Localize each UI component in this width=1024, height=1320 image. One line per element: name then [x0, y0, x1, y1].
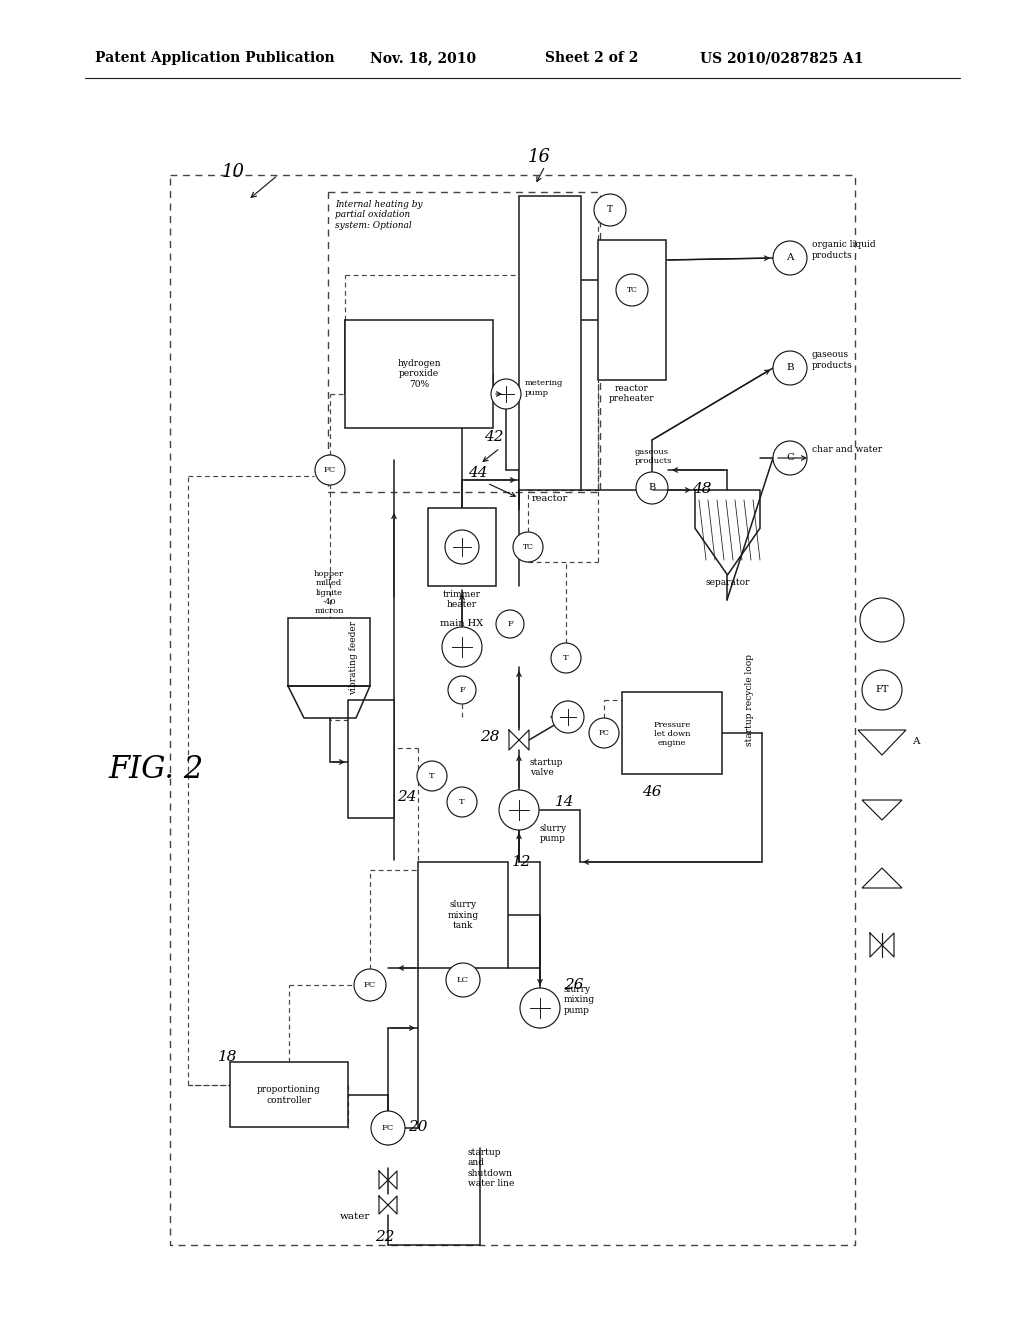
- Text: 24: 24: [397, 789, 417, 804]
- Text: FC: FC: [364, 981, 376, 989]
- Circle shape: [371, 1111, 406, 1144]
- Text: 28: 28: [480, 730, 500, 744]
- Circle shape: [594, 194, 626, 226]
- Text: PC: PC: [599, 729, 609, 737]
- Circle shape: [860, 598, 904, 642]
- Text: B: B: [786, 363, 794, 372]
- Circle shape: [552, 701, 584, 733]
- Bar: [622, 692, 722, 774]
- Bar: [170, 176, 855, 1245]
- Text: F: F: [507, 620, 513, 628]
- Circle shape: [513, 532, 543, 562]
- Text: F: F: [459, 686, 465, 694]
- Text: TC: TC: [522, 543, 534, 550]
- Circle shape: [551, 643, 581, 673]
- Circle shape: [616, 275, 648, 306]
- Text: C: C: [786, 454, 794, 462]
- Bar: [328, 191, 600, 492]
- Circle shape: [446, 964, 480, 997]
- Circle shape: [773, 351, 807, 385]
- Circle shape: [442, 627, 482, 667]
- Circle shape: [773, 242, 807, 275]
- Bar: [598, 240, 666, 380]
- Circle shape: [449, 676, 476, 704]
- Text: T: T: [459, 799, 465, 807]
- Text: 44: 44: [468, 466, 487, 480]
- Text: LC: LC: [457, 975, 469, 983]
- Text: 26: 26: [564, 978, 584, 993]
- Text: Sheet 2 of 2: Sheet 2 of 2: [545, 51, 638, 65]
- Bar: [428, 508, 496, 586]
- Text: Internal heating by
partial oxidation
system: Optional: Internal heating by partial oxidation sy…: [335, 201, 423, 230]
- Bar: [230, 1063, 348, 1127]
- Circle shape: [315, 455, 345, 484]
- Text: 12: 12: [512, 855, 531, 869]
- Text: hopper
milled
lignite
-40
micron: hopper milled lignite -40 micron: [314, 570, 344, 615]
- Text: reactor
preheater: reactor preheater: [609, 384, 654, 404]
- Text: US 2010/0287825 A1: US 2010/0287825 A1: [700, 51, 863, 65]
- Text: A: A: [786, 253, 794, 263]
- Text: separator: separator: [706, 578, 751, 587]
- Text: startup
valve: startup valve: [530, 758, 563, 777]
- Text: Patent Application Publication: Patent Application Publication: [95, 51, 335, 65]
- Text: 46: 46: [642, 785, 662, 799]
- Text: 48: 48: [692, 482, 712, 496]
- Text: B: B: [648, 483, 655, 492]
- Circle shape: [499, 789, 539, 830]
- Bar: [288, 618, 370, 686]
- Text: 18: 18: [218, 1049, 238, 1064]
- Text: 22: 22: [375, 1230, 394, 1243]
- Polygon shape: [695, 490, 760, 576]
- Circle shape: [417, 762, 447, 791]
- Text: slurry
pump: slurry pump: [540, 824, 567, 843]
- Text: A: A: [912, 738, 920, 747]
- Text: gaseous
products: gaseous products: [812, 350, 853, 370]
- Text: trimmer
heater: trimmer heater: [443, 590, 481, 610]
- Text: T: T: [429, 772, 435, 780]
- Text: gaseous
products: gaseous products: [635, 447, 673, 465]
- Circle shape: [447, 787, 477, 817]
- Text: char and water: char and water: [812, 446, 882, 454]
- Text: slurry
mixing
tank: slurry mixing tank: [447, 900, 478, 929]
- Text: 20: 20: [408, 1119, 427, 1134]
- Text: 10: 10: [222, 162, 245, 181]
- Text: startup
and
shutdown
water line: startup and shutdown water line: [468, 1148, 514, 1188]
- Text: organic liquid
products: organic liquid products: [812, 240, 876, 260]
- Circle shape: [636, 473, 668, 504]
- Text: Nov. 18, 2010: Nov. 18, 2010: [370, 51, 476, 65]
- Circle shape: [773, 441, 807, 475]
- Text: FC: FC: [382, 1125, 394, 1133]
- Text: startup recycle loop: startup recycle loop: [745, 653, 754, 746]
- Text: TC: TC: [627, 286, 637, 294]
- Text: FIG. 2: FIG. 2: [108, 755, 203, 785]
- Text: 16: 16: [528, 148, 551, 166]
- Circle shape: [589, 718, 618, 748]
- Text: reactor: reactor: [531, 494, 568, 503]
- Circle shape: [490, 379, 521, 409]
- Text: slurry
mixing
pump: slurry mixing pump: [564, 985, 595, 1015]
- Text: main HX: main HX: [440, 619, 483, 628]
- Bar: [418, 862, 508, 968]
- Text: FC: FC: [324, 466, 336, 474]
- Text: metering
pump: metering pump: [525, 379, 563, 396]
- Text: 14: 14: [555, 795, 574, 809]
- Text: proportioning
controller: proportioning controller: [257, 1085, 321, 1105]
- Circle shape: [445, 531, 479, 564]
- Text: FT: FT: [876, 685, 889, 694]
- Circle shape: [354, 969, 386, 1001]
- Text: T: T: [607, 206, 613, 214]
- Circle shape: [862, 671, 902, 710]
- Bar: [519, 195, 581, 490]
- Text: hydrogen
peroxide
70%: hydrogen peroxide 70%: [397, 359, 440, 389]
- Bar: [348, 700, 394, 818]
- Bar: [345, 319, 493, 428]
- Polygon shape: [288, 686, 370, 718]
- Text: 42: 42: [484, 430, 504, 444]
- Text: Pressure
let down
engine: Pressure let down engine: [653, 721, 690, 747]
- Text: T: T: [563, 653, 568, 663]
- Text: water: water: [340, 1212, 371, 1221]
- Circle shape: [520, 987, 560, 1028]
- Circle shape: [496, 610, 524, 638]
- Text: vibrating feeder: vibrating feeder: [349, 620, 358, 696]
